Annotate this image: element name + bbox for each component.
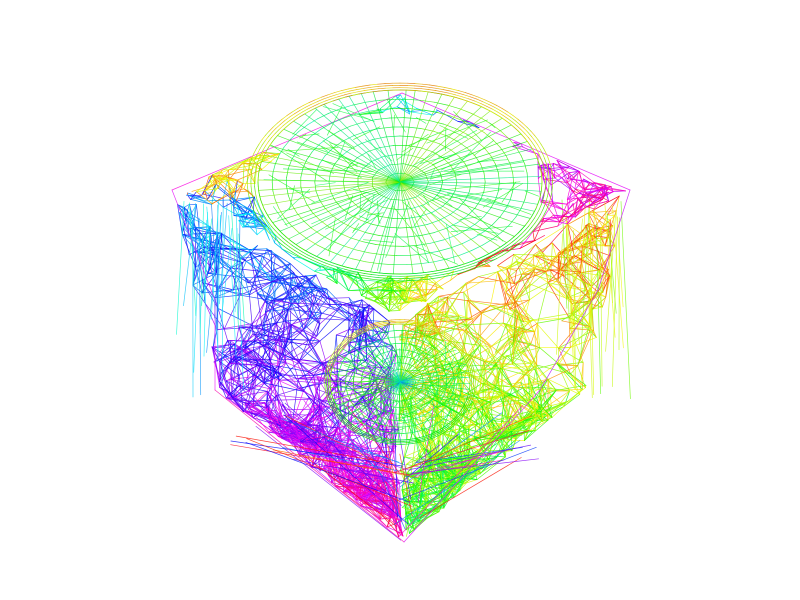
top-dish-wireframe	[246, 82, 553, 282]
front-dish-wireframe	[324, 319, 476, 445]
